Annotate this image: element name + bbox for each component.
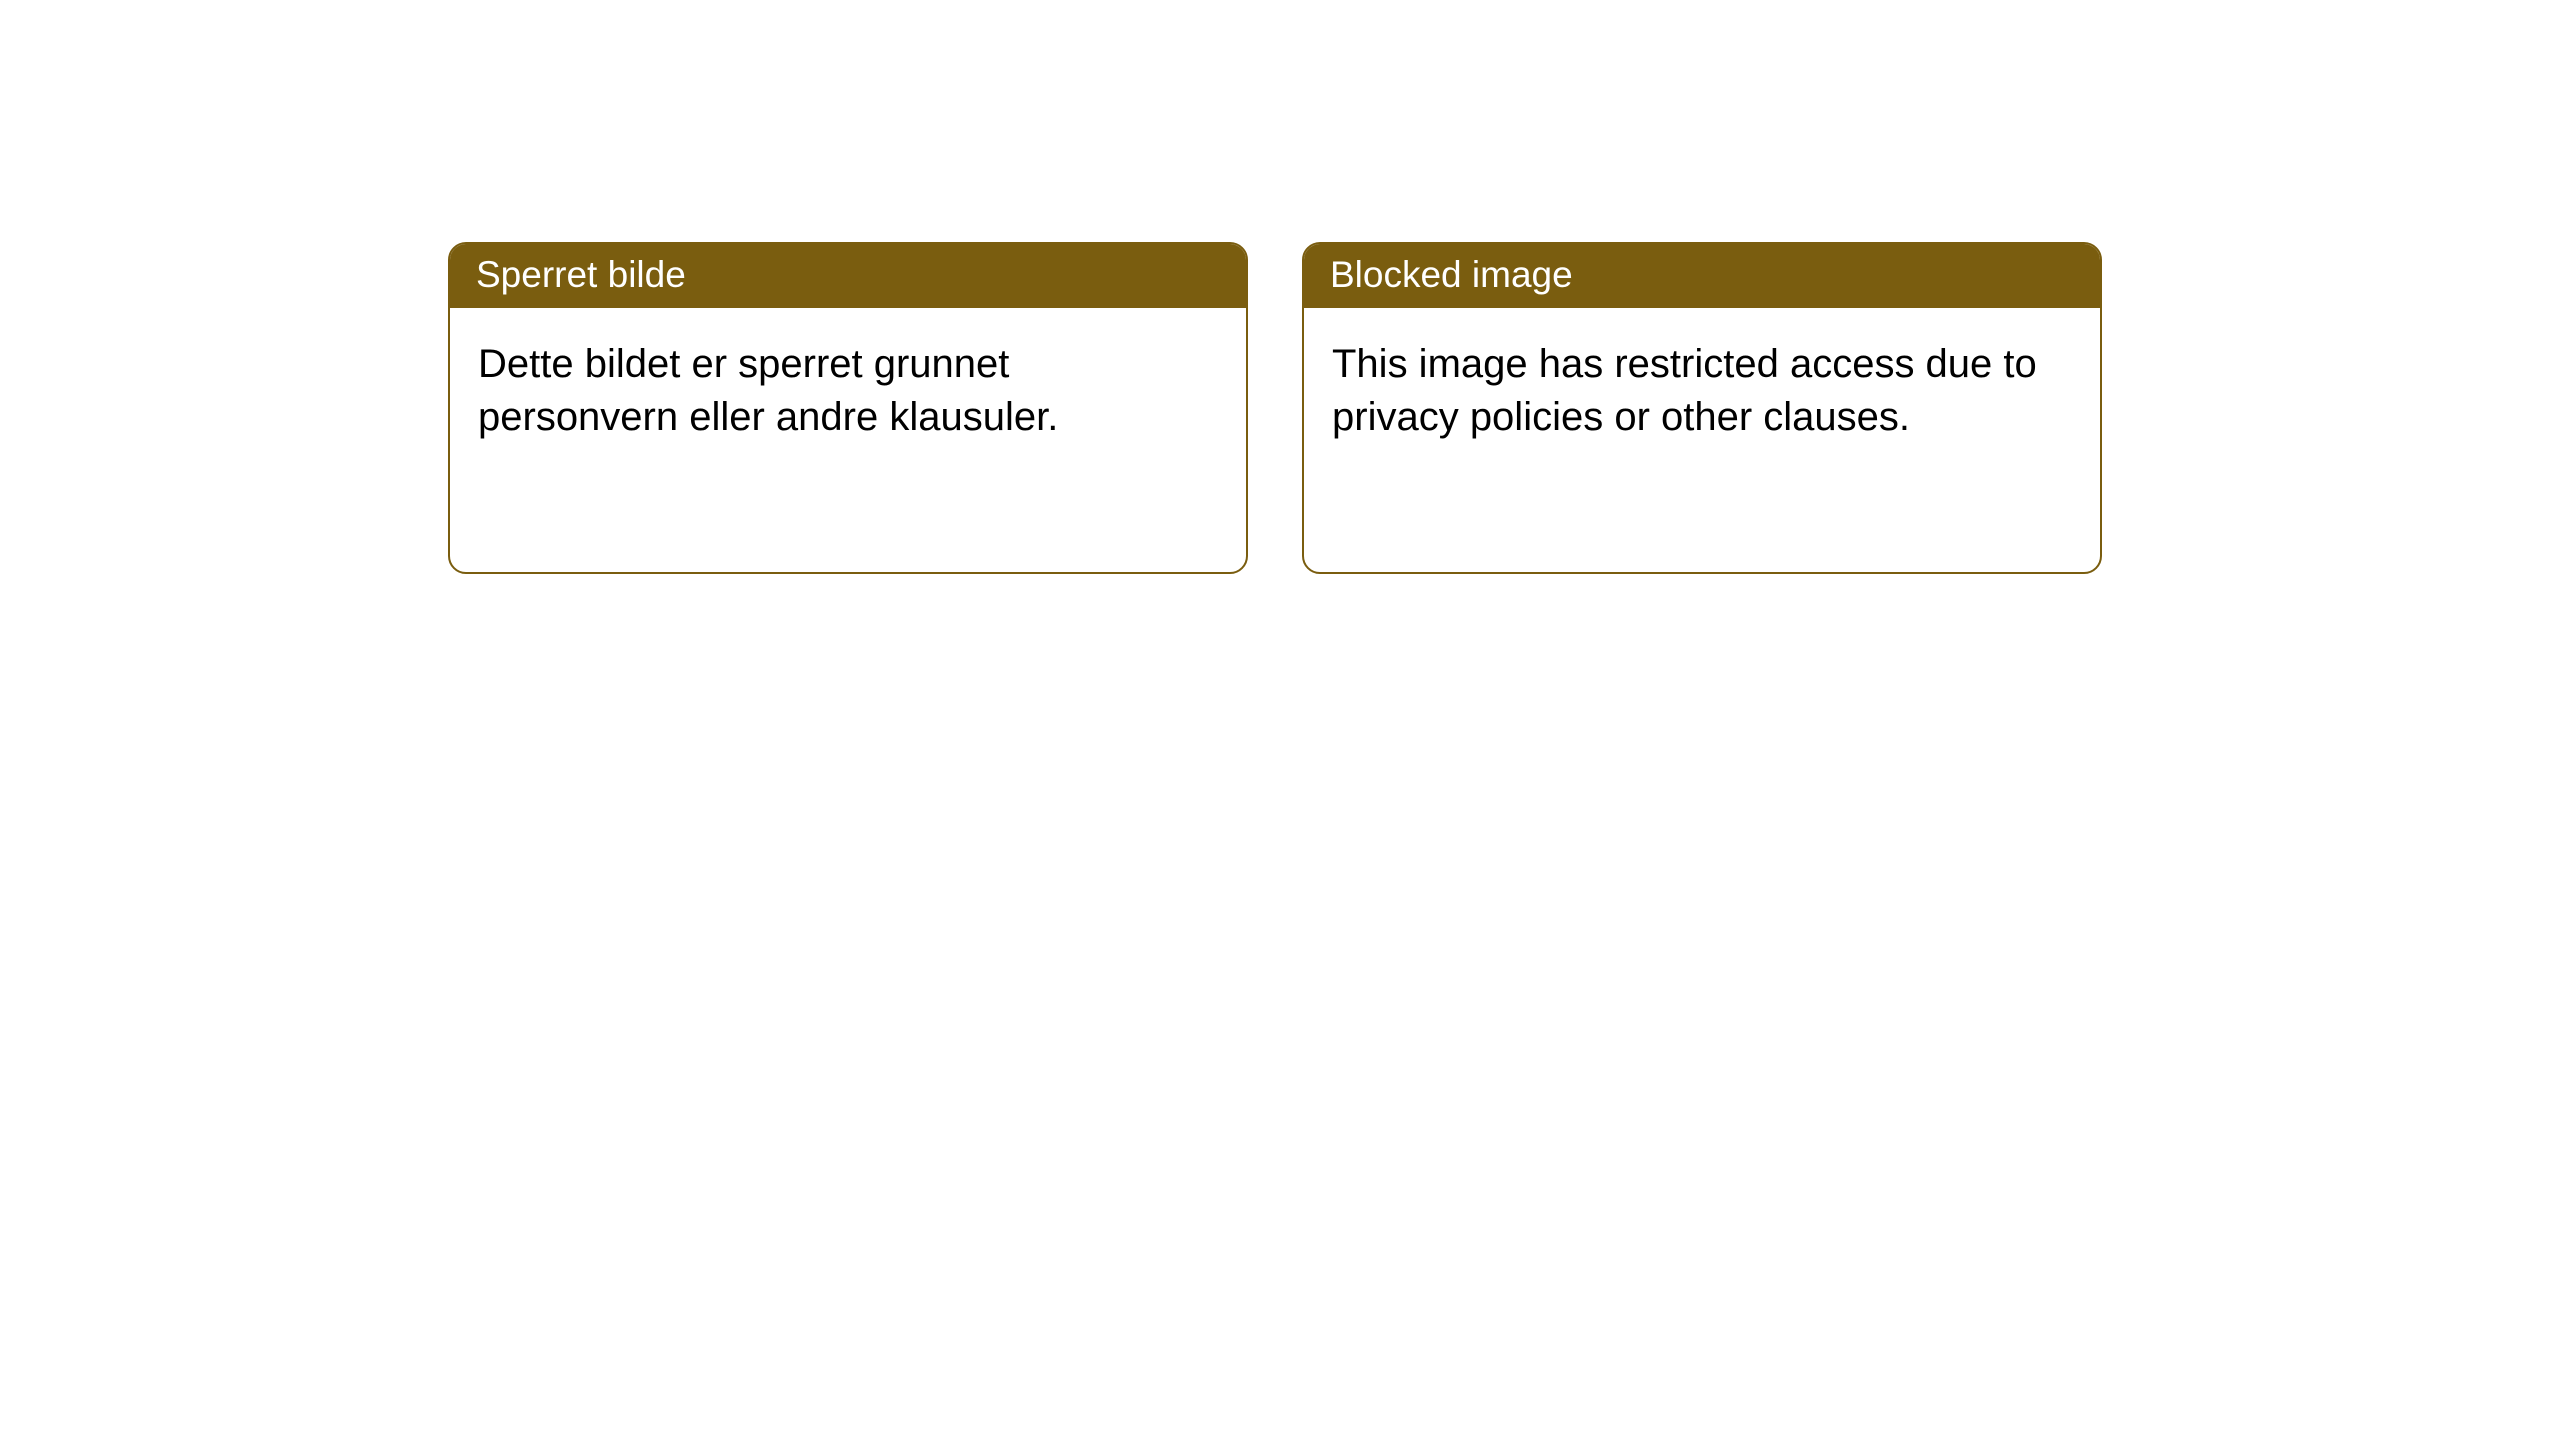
notice-header: Sperret bilde: [450, 244, 1246, 308]
notice-box-norwegian: Sperret bilde Dette bildet er sperret gr…: [448, 242, 1248, 574]
notice-header: Blocked image: [1304, 244, 2100, 308]
notice-container: Sperret bilde Dette bildet er sperret gr…: [0, 0, 2560, 574]
notice-body: Dette bildet er sperret grunnet personve…: [450, 308, 1246, 474]
notice-body: This image has restricted access due to …: [1304, 308, 2100, 474]
notice-box-english: Blocked image This image has restricted …: [1302, 242, 2102, 574]
